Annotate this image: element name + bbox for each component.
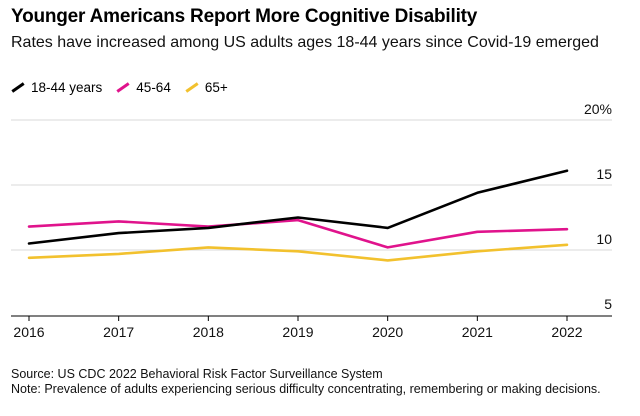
y-tick-label-20: 20% [584,101,612,117]
legend: 18-44 years 45-64 65+ [11,80,228,95]
legend-item-45-64: 45-64 [116,80,171,95]
chart-subtitle: Rates have increased among US adults age… [11,34,599,51]
legend-swatch-18-44 [11,82,25,93]
line-chart: 5 10 15 20% 2016 2017 2018 2019 2020 2021 2022 [11,101,612,340]
chart-title: Younger Americans Report More Cognitive … [11,6,478,27]
legend-label-45-64: 45-64 [136,80,171,95]
footer: Source: US CDC 2022 Behavioral Risk Fact… [11,367,626,397]
source-note: Source: US CDC 2022 Behavioral Risk Fact… [11,367,383,381]
x-tick-label-2020: 2020 [372,324,403,340]
legend-swatch-65-plus [185,82,199,93]
legend-label-65-plus: 65+ [204,80,228,95]
x-tick-label-2019: 2019 [282,324,313,340]
x-tick-label-2018: 2018 [193,324,224,340]
y-tick-label-5: 5 [604,296,612,312]
x-tick-label-2021: 2021 [462,324,493,340]
legend-item-65-plus: 65+ [185,80,228,95]
legend-label-18-44: 18-44 years [31,80,103,95]
legend-swatch-45-64 [116,82,130,93]
series-line-65 [27,243,569,262]
x-tick-label-2017: 2017 [103,324,134,340]
y-tick-label-10: 10 [596,231,612,247]
y-tick-label-15: 15 [596,166,612,182]
x-tick-label-2022: 2022 [551,324,582,340]
legend-item-18-44: 18-44 years [11,80,102,95]
methodology-note: Note: Prevalence of adults experiencing … [11,382,601,396]
x-tick-label-2016: 2016 [13,324,44,340]
